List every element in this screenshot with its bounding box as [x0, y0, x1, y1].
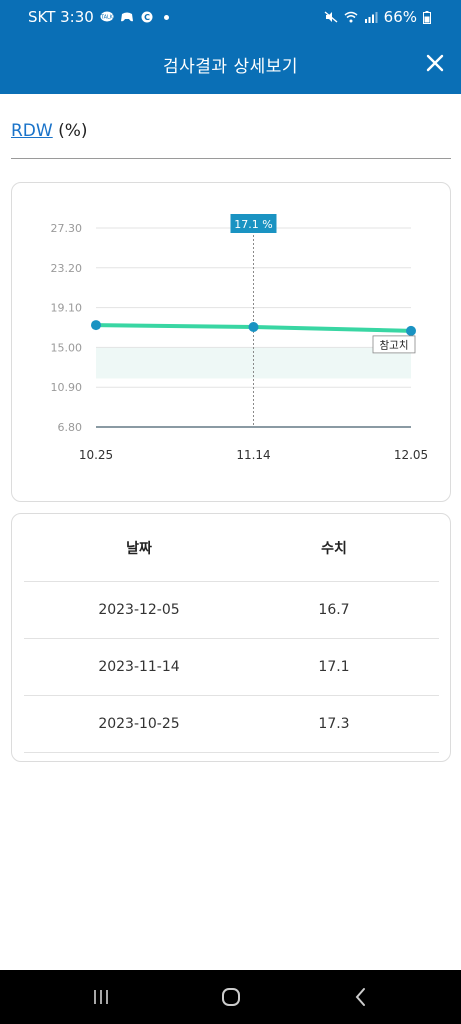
table-row: 2023-10-25 17.3	[24, 696, 439, 753]
battery-icon	[423, 10, 431, 24]
mute-icon	[324, 11, 338, 23]
recent-apps-button[interactable]	[88, 984, 114, 1010]
table-row: 2023-12-05 16.7	[24, 582, 439, 639]
tooltip-box	[230, 214, 277, 233]
close-button[interactable]	[421, 49, 449, 77]
wifi-icon	[344, 11, 358, 23]
results-table-card: 날짜 수치 2023-12-05 16.7 2023-11-14 17.1 20…	[11, 513, 451, 762]
row-date: 2023-12-05	[98, 602, 180, 618]
talk-icon: TALK	[100, 11, 114, 22]
svg-text:TALK: TALK	[100, 15, 114, 21]
data-point	[248, 322, 259, 333]
y-tick-label: 23.20	[51, 262, 83, 275]
notification-dot	[163, 14, 169, 20]
y-tick-label: 6.80	[58, 421, 83, 434]
battery-percent: 66%	[383, 8, 417, 26]
status-bar: SKT 3:30 TALK C 66%	[0, 0, 461, 32]
app-header: 검사결과 상세보기	[0, 32, 461, 94]
tooltip-label: 17.1 %	[234, 218, 272, 231]
chart-card: 27.30 23.20 19.10 15.00 10.90 6.80 10.25 11.14 1…	[11, 182, 451, 502]
status-left: SKT 3:30 TALK C	[28, 8, 169, 26]
data-point	[406, 325, 416, 336]
header-date: 날짜	[126, 540, 152, 557]
home-button[interactable]	[218, 984, 244, 1010]
reference-label: 참고치	[380, 339, 409, 351]
trend-chart: 27.30 23.20 19.10 15.00 10.90 6.80 10.25 11.14 1…	[51, 214, 428, 462]
test-unit: (%)	[58, 121, 88, 141]
divider	[11, 158, 451, 159]
x-tick-label: 12.05	[394, 448, 428, 462]
back-button[interactable]	[348, 984, 374, 1010]
system-nav-bar	[0, 970, 461, 1024]
x-tick-label: 10.25	[79, 448, 113, 462]
x-tick-label: 11.14	[236, 448, 270, 462]
table-row: 2023-11-14 17.1	[24, 639, 439, 696]
row-date: 2023-10-25	[98, 716, 180, 732]
back-icon	[355, 988, 365, 1006]
table-header-row: 날짜 수치	[24, 514, 439, 582]
row-date: 2023-11-14	[98, 659, 180, 675]
results-table: 날짜 수치 2023-12-05 16.7 2023-11-14 17.1 20…	[24, 514, 439, 753]
recent-apps-icon	[94, 990, 108, 1004]
status-right: 66%	[324, 8, 431, 26]
data-point	[91, 320, 101, 331]
header-value: 수치	[321, 540, 347, 557]
row-value: 17.1	[318, 659, 350, 675]
game-icon	[120, 12, 133, 22]
test-name-link[interactable]: RDW	[11, 121, 53, 141]
c-icon: C	[141, 11, 153, 23]
close-icon	[426, 54, 444, 72]
signal-icon	[364, 12, 378, 23]
test-title: RDW (%)	[11, 121, 88, 141]
y-tick-label: 27.30	[51, 222, 83, 235]
reference-label-box	[372, 335, 416, 354]
row-value: 17.3	[318, 716, 350, 732]
home-icon	[222, 988, 240, 1006]
status-time: SKT 3:30	[28, 8, 94, 26]
row-value: 16.7	[318, 602, 350, 618]
y-tick-label: 10.90	[51, 381, 83, 394]
y-tick-label: 19.10	[51, 302, 83, 315]
svg-text:C: C	[144, 13, 150, 22]
page-title: 검사결과 상세보기	[162, 57, 299, 77]
y-tick-label: 15.00	[51, 341, 83, 354]
